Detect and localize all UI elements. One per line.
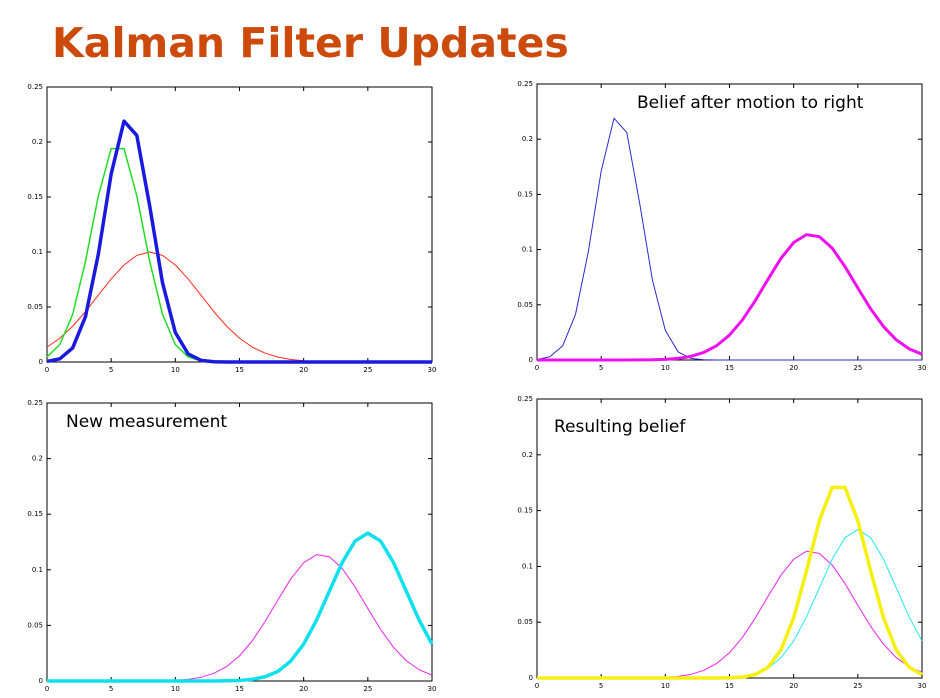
x-tick-label: 30 <box>428 366 437 374</box>
y-tick-label: 0.05 <box>517 301 533 309</box>
plot-frame <box>46 402 433 682</box>
x-tick-label: 25 <box>363 366 372 374</box>
curve <box>46 119 432 364</box>
x-tick-label: 0 <box>45 366 49 374</box>
x-tick-label: 20 <box>299 685 308 693</box>
x-tick-label: 30 <box>918 364 927 372</box>
x-tick-label: 15 <box>725 682 734 690</box>
annotation: New measurement <box>66 412 227 432</box>
x-tick-label: 5 <box>599 682 603 690</box>
y-tick-label: 0.2 <box>32 455 43 463</box>
y-tick-label: 0.15 <box>517 507 533 515</box>
y-tick-label: 0 <box>529 674 533 682</box>
y-tick-label: 0.25 <box>517 80 533 88</box>
x-tick-label: 0 <box>535 682 539 690</box>
x-tick-label: 15 <box>725 364 734 372</box>
annotation: Resulting belief <box>554 417 686 437</box>
curve <box>537 485 923 680</box>
x-tick-label: 10 <box>171 366 180 374</box>
slide-title: Kalman Filter Updates <box>52 19 569 67</box>
x-tick-label: 25 <box>363 685 372 693</box>
y-tick-label: 0 <box>39 677 43 685</box>
y-tick-label: 0.05 <box>27 621 43 629</box>
y-tick-label: 0.05 <box>517 618 533 626</box>
curve <box>537 233 923 362</box>
y-tick-label: 0.1 <box>32 566 43 574</box>
y-tick-label: 0.15 <box>27 510 43 518</box>
annotation: Belief after motion to right <box>637 93 864 113</box>
x-tick-label: 5 <box>109 685 113 693</box>
x-tick-label: 20 <box>299 366 308 374</box>
x-tick-label: 15 <box>235 685 244 693</box>
y-tick-label: 0.1 <box>522 562 533 570</box>
x-tick-label: 25 <box>853 364 862 372</box>
x-tick-label: 0 <box>45 685 49 693</box>
y-tick-label: 0.2 <box>522 451 533 459</box>
x-tick-label: 20 <box>789 682 798 690</box>
y-tick-label: 0.25 <box>27 399 43 407</box>
x-tick-label: 10 <box>661 364 670 372</box>
curve <box>536 117 922 361</box>
x-tick-label: 30 <box>918 682 927 690</box>
y-tick-label: 0.15 <box>517 190 533 198</box>
plot-frame <box>536 83 923 361</box>
curve <box>47 531 434 683</box>
x-tick-label: 0 <box>535 364 539 372</box>
x-tick-label: 30 <box>428 685 437 693</box>
x-tick-label: 15 <box>235 366 244 374</box>
x-tick-label: 5 <box>109 366 113 374</box>
y-tick-label: 0.2 <box>32 138 43 146</box>
y-tick-label: 0.25 <box>517 395 533 403</box>
x-tick-label: 25 <box>853 682 862 690</box>
x-tick-label: 10 <box>171 685 180 693</box>
y-tick-label: 0.25 <box>27 83 43 91</box>
x-tick-label: 5 <box>599 364 603 372</box>
y-tick-label: 0.2 <box>522 135 533 143</box>
y-tick-label: 0.05 <box>27 303 43 311</box>
y-tick-label: 0.1 <box>522 246 533 254</box>
curve <box>46 251 304 362</box>
x-tick-label: 10 <box>661 682 670 690</box>
y-tick-label: 0 <box>39 358 43 366</box>
plot-frame <box>536 398 923 679</box>
x-tick-label: 20 <box>789 364 798 372</box>
plot-frame <box>46 86 433 363</box>
y-tick-label: 0 <box>529 356 533 364</box>
y-tick-label: 0.15 <box>27 193 43 201</box>
y-tick-label: 0.1 <box>32 248 43 256</box>
